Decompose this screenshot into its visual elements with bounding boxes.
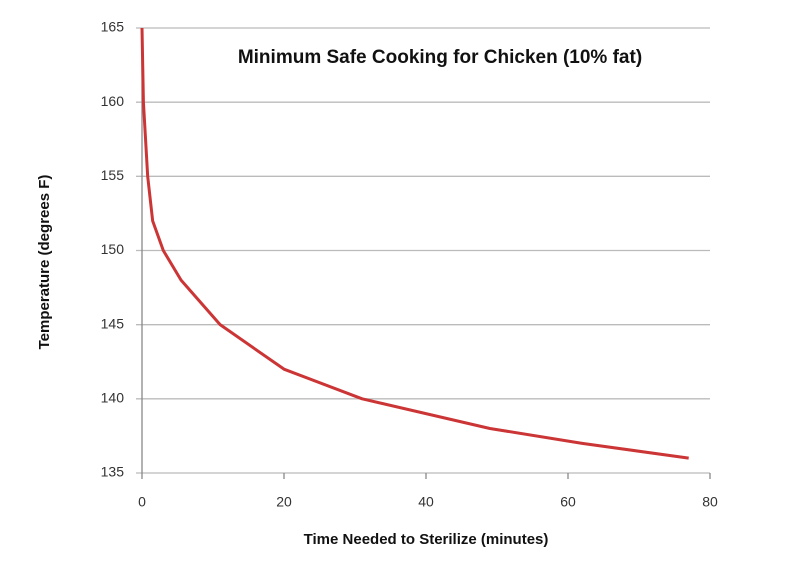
y-tick-label: 160 xyxy=(101,93,125,109)
y-tick-label: 145 xyxy=(101,315,125,331)
y-tick-label: 165 xyxy=(101,19,125,35)
y-axis-label: Temperature (degrees F) xyxy=(36,175,53,350)
x-tick-label: 40 xyxy=(418,494,434,510)
x-tick-label: 60 xyxy=(560,494,576,510)
y-tick-label: 135 xyxy=(101,464,125,480)
y-tick-label: 140 xyxy=(101,390,125,406)
y-tick-label: 150 xyxy=(101,241,125,257)
x-tick-label: 80 xyxy=(702,494,718,510)
chart-title: Minimum Safe Cooking for Chicken (10% fa… xyxy=(238,47,642,68)
y-tick-label: 155 xyxy=(101,167,125,183)
x-tick-label: 0 xyxy=(138,494,146,510)
x-tick-label: 20 xyxy=(276,494,292,510)
data-line xyxy=(140,27,689,460)
x-axis-label: Time Needed to Sterilize (minutes) xyxy=(304,531,549,548)
